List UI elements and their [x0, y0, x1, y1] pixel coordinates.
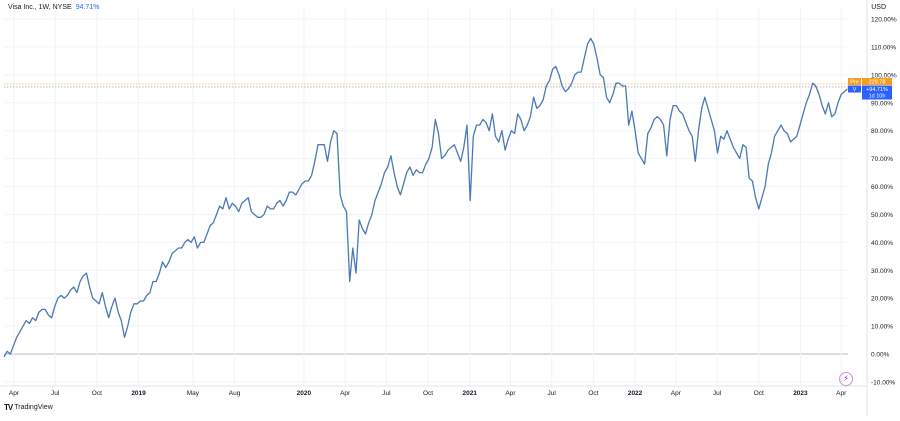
x-tick-label: Apr: [671, 390, 682, 397]
y-tick-label: 100.00%: [871, 72, 897, 79]
x-tick-label: Oct: [92, 390, 102, 397]
x-tick-label: Apr: [836, 390, 847, 397]
y-tick-label: 110.00%: [871, 44, 896, 51]
x-tick-label: Apr: [505, 390, 516, 397]
x-tick-label: Oct: [588, 390, 598, 397]
x-tick-label: May: [187, 390, 200, 397]
y-tick-label: 70.00%: [871, 156, 893, 163]
x-tick-label: 2020: [297, 390, 312, 397]
y-tick-label: 0.00%: [871, 352, 890, 359]
x-tick-label: Aug: [229, 390, 241, 397]
tradingview-logo[interactable]: TV TradingView: [4, 403, 53, 412]
x-tick-label: Apr: [9, 390, 20, 397]
symbol-badge-label: V: [853, 87, 857, 93]
countdown-label: 1d 10h: [869, 94, 886, 100]
y-tick-label: 20.00%: [871, 296, 893, 303]
x-tick-label: Oct: [754, 390, 764, 397]
x-tick-label: Jul: [713, 390, 722, 397]
y-tick-label: 10.00%: [871, 324, 893, 331]
prev-tag-label: Pre: [850, 79, 859, 85]
x-tick-label: Jul: [548, 390, 557, 397]
x-tick-label: 2019: [131, 390, 146, 397]
y-tick-label: 40.00%: [871, 240, 893, 247]
y-tick-label: 90.00%: [871, 100, 893, 107]
x-tick-label: Apr: [340, 390, 351, 397]
change-value: 94.71%: [75, 4, 100, 11]
y-tick-label: -10.00%: [871, 380, 895, 387]
x-tick-label: Jul: [51, 390, 60, 397]
prev-tag-badge: [848, 78, 861, 86]
tradingview-icon: TV: [4, 403, 13, 412]
prev-price-label: 228.78: [869, 79, 886, 85]
x-tick-label: 2021: [462, 390, 477, 397]
current-value-label: +94.71%: [866, 87, 888, 93]
prev-price-badge: [862, 78, 892, 86]
x-tick-label: 2023: [793, 390, 808, 397]
y-tick-label: 50.00%: [871, 212, 893, 219]
x-tick-label: 2022: [628, 390, 643, 397]
series-line-V[interactable]: [3, 37, 848, 358]
currency-label: USD: [871, 4, 886, 11]
x-tick-label: Jul: [382, 390, 391, 397]
x-tick-label: Oct: [423, 390, 433, 397]
lightning-icon[interactable]: ⚡: [839, 372, 853, 386]
y-tick-label: 30.00%: [871, 268, 893, 275]
symbol-label: Visa Inc., 1W, NYSE: [8, 4, 72, 11]
symbol-badge: [848, 85, 861, 93]
brand-label: TradingView: [14, 404, 53, 411]
current-value-badge: [862, 85, 892, 100]
y-tick-label: 120.00%: [871, 17, 897, 24]
chart-legend: Visa Inc., 1W, NYSE 94.71%: [8, 4, 99, 11]
y-tick-label: 60.00%: [871, 184, 893, 191]
y-tick-label: 80.00%: [871, 128, 893, 135]
